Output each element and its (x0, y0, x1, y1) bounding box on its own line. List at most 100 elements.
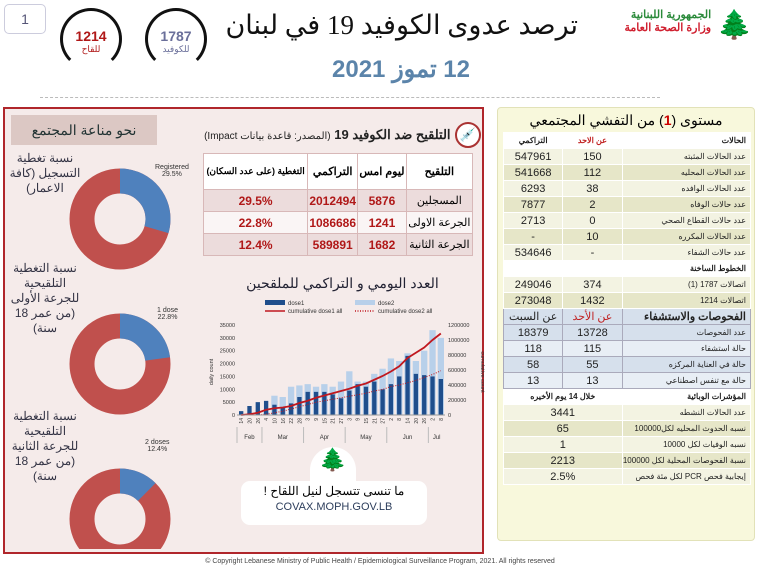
table-row: الحالات عن الاحد التراكمي (502, 132, 752, 149)
hotline-label: للقاح (81, 44, 101, 54)
bar-dose1 (313, 391, 319, 415)
bar-dose1 (430, 376, 435, 415)
y-tick-label: 35000 (220, 323, 235, 329)
table-row: عدد الحالات المثبته 150 547961 (502, 148, 752, 165)
y2-tick-label: 1000000 (448, 338, 469, 344)
bar-dose1 (330, 394, 335, 415)
table-row: المسجلين 5876 2012494 29.5% (202, 189, 474, 212)
x-tick-label: 14 (239, 418, 245, 424)
bar-dose2 (429, 330, 436, 415)
x-tick-label: 20 (247, 418, 253, 424)
bar-dose1 (355, 384, 360, 415)
table-row: حالة في العناية المركزه 55 58 (502, 356, 752, 373)
table-row: اتصالات 1214 1432 273048 (502, 292, 752, 309)
bar-dose1 (347, 390, 352, 415)
month-label: May (360, 435, 371, 441)
table-row: عدد حالات الوفاه 2 7877 (502, 196, 752, 213)
hotline-number: 1787 (160, 28, 192, 44)
line-cumulative-dose2 (241, 370, 442, 416)
legend-swatch (265, 300, 285, 305)
logo-line2: وزارة الصحة العامة (624, 22, 712, 34)
x-tick-label: 27 (381, 418, 387, 424)
line-cumulative-dose1 (241, 332, 442, 416)
donut-covered-slice (69, 468, 171, 549)
donut-label: نسبة التغطية التلقيحية للجرعة الأولى (من… (10, 261, 80, 335)
x-tick-label: 26 (256, 418, 262, 424)
x-tick-label: 28 (297, 418, 303, 424)
bar-dose1 (413, 373, 419, 415)
y-tick-label: 5000 (223, 400, 235, 406)
report-date: 12 تموز 2021 (332, 56, 470, 83)
x-tick-label: 27 (339, 418, 345, 424)
bar-dose1 (322, 391, 327, 415)
legend-label: dose1 (288, 301, 305, 307)
y2-tick-label: 1200000 (448, 323, 469, 329)
y-tick-label: 20000 (220, 362, 235, 368)
donut-series-label: 2 doses 12.4% (145, 439, 170, 453)
bar-dose1 (297, 397, 302, 415)
bar-dose2 (279, 397, 286, 415)
bar-dose1 (397, 376, 402, 415)
y2-axis-label: cumulative count (479, 351, 485, 393)
hotline-covid: 1787 للكوفيد (145, 8, 207, 70)
table-row: نسبة الفحوصات المحلية لكل 100000 2213 (503, 452, 752, 469)
donut-chart (69, 313, 171, 415)
bar-dose1 (247, 406, 252, 415)
bar-dose2 (337, 381, 345, 415)
donut-chart (69, 468, 171, 549)
table-row: عدد الحالات المكرره 10- (502, 228, 752, 245)
x-tick-label: 3 (347, 418, 353, 421)
cedar-icon: 🌲 (310, 447, 356, 481)
table-row: عدد حالات القطاع الصحي 0 2713 (502, 212, 752, 229)
y2-tick-label: 400000 (448, 383, 466, 389)
bar-dose1 (239, 411, 244, 415)
x-tick-label: 14 (406, 418, 412, 424)
bar-dose2 (287, 386, 295, 415)
bar-dose2 (437, 337, 444, 415)
table-row: المؤشرات الوبائية خلال 14 يوم الأخيره (503, 388, 752, 405)
x-tick-label: 3 (306, 418, 312, 421)
chart-title: العدد اليومي و التراكمي للملقحين (246, 275, 439, 291)
x-tick-label: 16 (281, 418, 287, 424)
table-row: حالة مع تنفس اصطناعي 13 13 (502, 372, 752, 389)
x-tick-label: 9 (314, 418, 320, 421)
donut-label: نسبة تغطية التسجيل (كافة الاعمار) (9, 151, 81, 195)
x-tick-label: 22 (289, 418, 295, 424)
vaccination-table: التلقيح ليوم امس التراكمي التغطية (على عدد … (202, 153, 474, 256)
legend-label: cumulative dose1 all (288, 309, 342, 315)
table-row: الخطوط الساخنة (503, 260, 752, 277)
hotline-number: 1214 (75, 28, 107, 44)
bar-dose1 (405, 355, 410, 415)
covax-link[interactable]: COVAX.MOPH.GOV.LB (275, 501, 393, 513)
bar-dose1 (280, 407, 285, 415)
table-row: إيجابية فحص PCR لكل مئة فحص 2.5% (503, 468, 752, 485)
x-tick-label: 10 (272, 418, 278, 424)
table-row: عدد حالات الشفاء -534646 (502, 244, 752, 261)
month-label: Apr (320, 435, 329, 441)
table-row: الفحوصات والاستشفاء عن الأحد عن السبت (502, 308, 752, 325)
x-tick-label: 8 (397, 418, 403, 421)
y-tick-label: 25000 (220, 349, 235, 355)
bar-dose1 (305, 391, 310, 415)
legend-label: dose2 (378, 301, 395, 307)
x-tick-label: 15 (322, 418, 328, 424)
covax-text: ما تنسى تتسجل لنيل اللقاح ! (263, 484, 405, 498)
bar-dose1 (372, 381, 377, 415)
spread-title: مستوى (1) من التفشي المجتمعي (529, 112, 723, 128)
bar-dose1 (388, 384, 394, 415)
legend-label: cumulative dose2 all (378, 309, 432, 315)
month-label: Mar (278, 435, 288, 441)
bar-dose1 (422, 375, 427, 415)
page-number: 1 (4, 4, 46, 34)
y-tick-label: 30000 (220, 336, 235, 342)
bar-dose1 (263, 400, 269, 415)
community-immunity-title: نحو مناعة المجتمع (11, 115, 157, 145)
bar-dose1 (380, 389, 385, 415)
page-title: ترصد عدوى الكوفيد 19 في لبنان (225, 10, 578, 40)
donut-label: نسبة التغطية التلقيحية للجرعة الثانية (م… (11, 409, 79, 483)
table-row: عدد الحالات المحليه 112 541668 (502, 164, 752, 181)
table-row: الجرعة الثانية 1682 589891 12.4% (202, 233, 474, 256)
hotline-vaccine: 1214 للقاح (60, 8, 122, 70)
ministry-logo: 🌲 الجمهورية اللبنانية وزارة الصحة العامة (582, 8, 752, 48)
x-tick-label: 15 (364, 418, 370, 424)
